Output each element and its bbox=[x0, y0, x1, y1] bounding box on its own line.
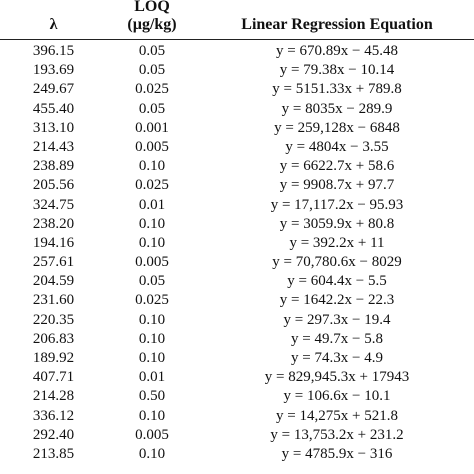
regression-table: λ LOQ (µg/kg) Linear Regression Equation… bbox=[0, 0, 474, 462]
cell-equation: y = 4804x − 3.55 bbox=[285, 138, 389, 155]
cell-lambda: 292.40 bbox=[32, 426, 75, 443]
cell-loq: 0.005 bbox=[135, 426, 169, 443]
table-row: 455.40 0.05 y = 8035x − 289.9 bbox=[0, 100, 474, 119]
cell-loq: 0.10 bbox=[138, 234, 166, 251]
cell-lambda: 189.92 bbox=[32, 350, 75, 366]
table-row: 231.60 0.025 y = 1642.2x − 22.3 bbox=[0, 291, 474, 310]
cell-loq: 0.025 bbox=[135, 292, 169, 309]
cell-loq: 0.10 bbox=[138, 158, 166, 175]
cell-equation: y = 1642.2x − 22.3 bbox=[279, 292, 395, 309]
cell-equation: y = 297.3x − 19.4 bbox=[283, 311, 391, 328]
cell-equation: y = 9908.7x + 97.7 bbox=[279, 177, 395, 194]
cell-equation: y = 670.89x − 45.48 bbox=[276, 43, 398, 59]
cell-lambda: 204.59 bbox=[32, 273, 75, 290]
cell-equation: y = 5151.33x + 789.8 bbox=[272, 81, 402, 98]
header-equation: Linear Regression Equation bbox=[241, 16, 433, 33]
cell-equation: y = 4785.9x − 316 bbox=[281, 445, 393, 462]
cell-equation: y = 604.4x − 5.5 bbox=[287, 273, 387, 290]
table-row: 249.67 0.025 y = 5151.33x + 789.8 bbox=[0, 80, 474, 99]
cell-lambda: 249.67 bbox=[32, 81, 75, 98]
cell-lambda: 257.61 bbox=[32, 254, 75, 271]
table-row: 204.59 0.05 y = 604.4x − 5.5 bbox=[0, 272, 474, 291]
table-row: 407.71 0.01 y = 829,945.3x + 17943 bbox=[0, 368, 474, 387]
cell-equation: y = 70,780.6x − 8029 bbox=[272, 254, 402, 271]
cell-loq: 0.05 bbox=[138, 43, 166, 59]
cell-loq: 0.025 bbox=[135, 177, 169, 194]
cell-lambda: 231.60 bbox=[32, 292, 75, 309]
table-row: 292.40 0.005 y = 13,753.2x + 231.2 bbox=[0, 426, 474, 445]
cell-loq: 0.005 bbox=[135, 138, 169, 155]
cell-lambda: 194.16 bbox=[32, 234, 75, 251]
cell-loq: 0.10 bbox=[138, 445, 166, 462]
table-row: 324.75 0.01 y = 17,117.2x − 95.93 bbox=[0, 196, 474, 215]
cell-loq: 0.01 bbox=[138, 196, 166, 213]
cell-loq: 0.025 bbox=[135, 81, 169, 98]
cell-lambda: 238.89 bbox=[32, 158, 75, 175]
cell-equation: y = 6622.7x + 58.6 bbox=[279, 158, 395, 175]
cell-loq: 0.50 bbox=[138, 388, 166, 405]
cell-loq: 0.10 bbox=[138, 407, 166, 424]
cell-equation: y = 829,945.3x + 17943 bbox=[264, 369, 410, 386]
table-row: 206.83 0.10 y = 49.7x − 5.8 bbox=[0, 330, 474, 349]
table-body: 396.15 0.05 y = 670.89x − 45.48 193.69 0.05 y… bbox=[0, 42, 474, 464]
table-row: 214.43 0.005 y = 4804x − 3.55 bbox=[0, 138, 474, 157]
cell-equation: y = 74.3x − 4.9 bbox=[291, 350, 383, 366]
table-row: 189.92 0.10 y = 74.3x − 4.9 bbox=[0, 349, 474, 368]
cell-equation: y = 14,275x + 521.8 bbox=[276, 407, 398, 424]
cell-loq: 0.005 bbox=[135, 254, 169, 271]
table-row: 336.12 0.10 y = 14,275x + 521.8 bbox=[0, 407, 474, 426]
table-row: 257.61 0.005 y = 70,780.6x − 8029 bbox=[0, 253, 474, 272]
header-loq: LOQ (µg/kg) bbox=[110, 0, 194, 34]
table-row: 194.16 0.10 y = 392.2x + 11 bbox=[0, 234, 474, 253]
cell-equation: y = 8035x − 289.9 bbox=[281, 100, 393, 117]
table-row: 220.35 0.10 y = 297.3x − 19.4 bbox=[0, 311, 474, 330]
cell-loq: 0.10 bbox=[138, 311, 166, 328]
cell-lambda: 205.56 bbox=[32, 177, 75, 194]
cell-lambda: 206.83 bbox=[32, 330, 75, 347]
cell-loq: 0.05 bbox=[138, 62, 166, 79]
cell-loq: 0.01 bbox=[138, 369, 166, 386]
cell-lambda: 220.35 bbox=[32, 311, 75, 328]
cell-equation: y = 49.7x − 5.8 bbox=[291, 330, 383, 347]
cell-lambda: 213.85 bbox=[32, 445, 75, 462]
cell-lambda: 313.10 bbox=[32, 119, 75, 136]
cell-lambda: 336.12 bbox=[32, 407, 75, 424]
header-rule bbox=[0, 39, 474, 40]
table-row: 396.15 0.05 y = 670.89x − 45.48 bbox=[0, 42, 474, 61]
cell-loq: 0.001 bbox=[135, 119, 169, 136]
table-row: 214.28 0.50 y = 106.6x − 10.1 bbox=[0, 387, 474, 406]
cell-equation: y = 13,753.2x + 231.2 bbox=[270, 426, 404, 443]
header-loq-line1: LOQ bbox=[134, 0, 170, 15]
cell-loq: 0.05 bbox=[138, 273, 166, 290]
cell-lambda: 214.43 bbox=[32, 138, 75, 155]
cell-equation: y = 259,128x − 6848 bbox=[274, 119, 400, 136]
cell-equation: y = 79.38x − 10.14 bbox=[279, 62, 395, 79]
cell-lambda: 407.71 bbox=[32, 369, 75, 386]
table-row: 205.56 0.025 y = 9908.7x + 97.7 bbox=[0, 176, 474, 195]
cell-equation: y = 3059.9x + 80.8 bbox=[279, 215, 395, 232]
cell-equation: y = 106.6x − 10.1 bbox=[283, 388, 391, 405]
cell-equation: y = 17,117.2x − 95.93 bbox=[270, 196, 404, 213]
table-row: 193.69 0.05 y = 79.38x − 10.14 bbox=[0, 61, 474, 80]
cell-lambda: 455.40 bbox=[32, 100, 75, 117]
cell-lambda: 396.15 bbox=[32, 43, 75, 59]
header-loq-line2: (µg/kg) bbox=[127, 16, 177, 33]
cell-loq: 0.05 bbox=[138, 100, 166, 117]
header-lambda: λ bbox=[49, 16, 58, 33]
table-row: 213.85 0.10 y = 4785.9x − 316 bbox=[0, 445, 474, 464]
cell-lambda: 193.69 bbox=[32, 62, 75, 79]
table-row: 238.20 0.10 y = 3059.9x + 80.8 bbox=[0, 215, 474, 234]
cell-lambda: 238.20 bbox=[32, 215, 75, 232]
cell-loq: 0.10 bbox=[138, 215, 166, 232]
cell-lambda: 324.75 bbox=[32, 196, 75, 213]
cell-lambda: 214.28 bbox=[32, 388, 75, 405]
table-row: 238.89 0.10 y = 6622.7x + 58.6 bbox=[0, 157, 474, 176]
cell-loq: 0.10 bbox=[138, 330, 166, 347]
cell-loq: 0.10 bbox=[138, 350, 166, 366]
table-row: 313.10 0.001 y = 259,128x − 6848 bbox=[0, 119, 474, 138]
cell-equation: y = 392.2x + 11 bbox=[289, 234, 385, 251]
table-header: λ LOQ (µg/kg) Linear Regression Equation bbox=[0, 0, 474, 39]
